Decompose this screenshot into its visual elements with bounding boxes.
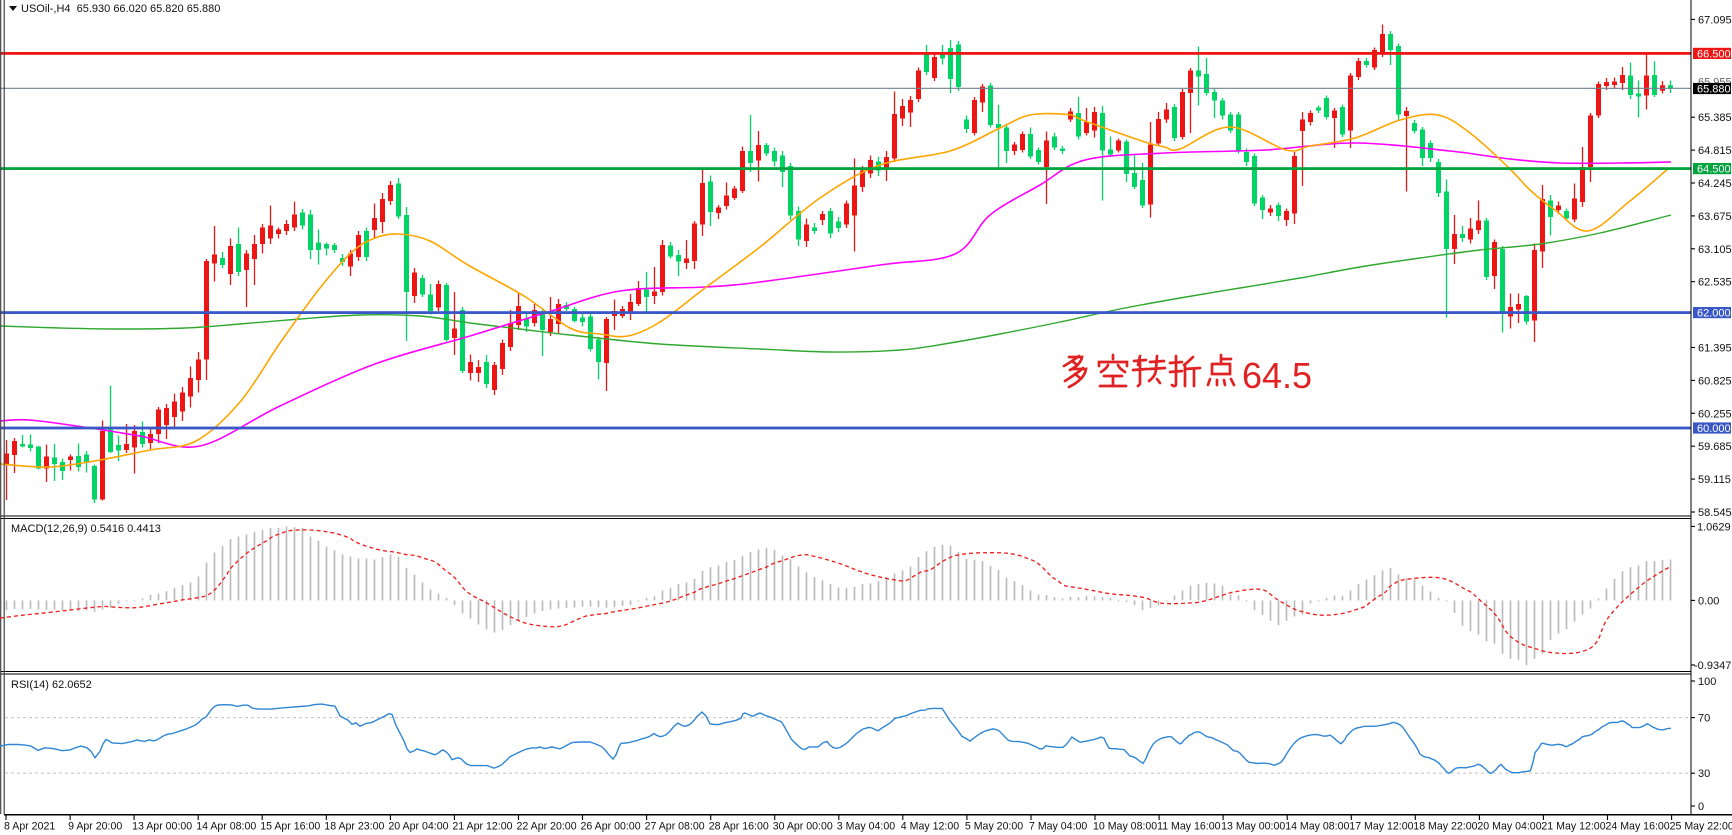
- svg-text:13 May 00:00: 13 May 00:00: [1221, 821, 1285, 833]
- svg-text:63.675: 63.675: [1698, 211, 1732, 223]
- svg-text:63.105: 63.105: [1698, 244, 1732, 256]
- svg-text:70: 70: [1698, 713, 1710, 725]
- svg-text:30: 30: [1698, 768, 1710, 780]
- svg-text:RSI(14) 62.0652: RSI(14) 62.0652: [11, 679, 92, 691]
- svg-text:20 May 04:00: 20 May 04:00: [1477, 821, 1541, 833]
- svg-text:64.500: 64.500: [1697, 164, 1731, 176]
- svg-text:14 Apr 08:00: 14 Apr 08:00: [196, 821, 256, 833]
- svg-text:11 May 16:00: 11 May 16:00: [1157, 821, 1221, 833]
- svg-text:27 Apr 08:00: 27 Apr 08:00: [645, 821, 705, 833]
- svg-text:60.255: 60.255: [1698, 408, 1732, 420]
- svg-text:65.880: 65.880: [1697, 84, 1731, 96]
- svg-text:61.395: 61.395: [1698, 343, 1732, 355]
- svg-text:18 Apr 23:00: 18 Apr 23:00: [324, 821, 384, 833]
- svg-text:28 Apr 16:00: 28 Apr 16:00: [709, 821, 769, 833]
- svg-text:20 Apr 04:00: 20 Apr 04:00: [388, 821, 448, 833]
- svg-text:0: 0: [1698, 801, 1704, 813]
- svg-text:25 May 22:00: 25 May 22:00: [1670, 821, 1732, 833]
- svg-text:67.095: 67.095: [1698, 14, 1732, 26]
- svg-text:3 May 04:00: 3 May 04:00: [837, 821, 895, 833]
- svg-text:64.5: 64.5: [1242, 355, 1312, 396]
- svg-text:-0.9347: -0.9347: [1694, 660, 1731, 672]
- svg-text:7 May 04:00: 7 May 04:00: [1029, 821, 1087, 833]
- svg-text:9 Apr 20:00: 9 Apr 20:00: [68, 821, 122, 833]
- svg-text:1.0629: 1.0629: [1697, 521, 1731, 533]
- svg-text:18 May 22:00: 18 May 22:00: [1413, 821, 1477, 833]
- svg-text:62.000: 62.000: [1697, 308, 1731, 320]
- svg-text:0.00: 0.00: [1698, 595, 1719, 607]
- svg-text:59.685: 59.685: [1698, 441, 1732, 453]
- svg-text:62.535: 62.535: [1698, 277, 1732, 289]
- svg-text:30 Apr 00:00: 30 Apr 00:00: [773, 821, 833, 833]
- svg-text:66.500: 66.500: [1697, 48, 1731, 60]
- svg-text:64.245: 64.245: [1698, 178, 1732, 190]
- svg-text:58.545: 58.545: [1698, 507, 1732, 519]
- svg-text:65.385: 65.385: [1698, 112, 1732, 124]
- svg-text:60.000: 60.000: [1697, 423, 1731, 435]
- svg-text:24 May 16:00: 24 May 16:00: [1606, 821, 1670, 833]
- svg-text:21 May 12:00: 21 May 12:00: [1541, 821, 1605, 833]
- svg-text:60.825: 60.825: [1698, 375, 1732, 387]
- svg-text:59.115: 59.115: [1698, 474, 1731, 486]
- svg-text:5 May 20:00: 5 May 20:00: [965, 821, 1023, 833]
- svg-text:13 Apr 00:00: 13 Apr 00:00: [132, 821, 192, 833]
- svg-text:15 Apr 16:00: 15 Apr 16:00: [260, 821, 320, 833]
- svg-text:26 Apr 00:00: 26 Apr 00:00: [581, 821, 641, 833]
- svg-text:21 Apr 12:00: 21 Apr 12:00: [452, 821, 512, 833]
- svg-text:64.815: 64.815: [1698, 145, 1732, 157]
- svg-text:22 Apr 20:00: 22 Apr 20:00: [517, 821, 577, 833]
- svg-text:8 Apr 2021: 8 Apr 2021: [4, 821, 55, 833]
- svg-text:4 May 12:00: 4 May 12:00: [901, 821, 959, 833]
- svg-text:10 May 08:00: 10 May 08:00: [1093, 821, 1157, 833]
- svg-text:MACD(12,26,9) 0.5416 0.4413: MACD(12,26,9) 0.5416 0.4413: [11, 523, 161, 535]
- svg-text:14 May 08:00: 14 May 08:00: [1285, 821, 1349, 833]
- svg-text:USOil-,H4 65.930 66.020 65.82: USOil-,H4 65.930 66.020 65.820 65.880: [21, 3, 220, 15]
- svg-text:17 May 12:00: 17 May 12:00: [1349, 821, 1413, 833]
- svg-text:100: 100: [1698, 676, 1716, 688]
